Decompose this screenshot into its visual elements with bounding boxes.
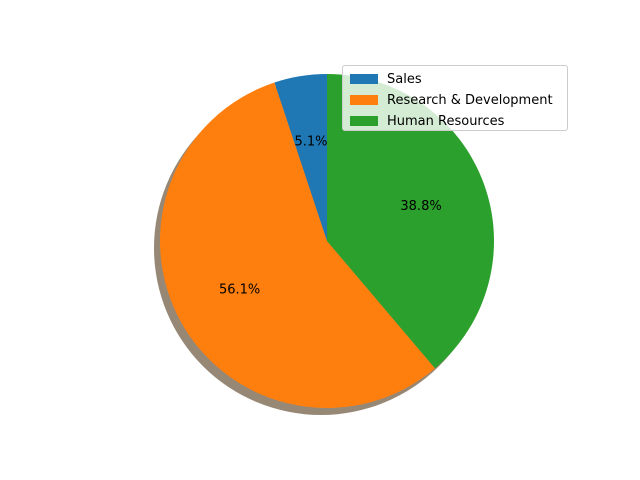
legend-swatch-human-resources (350, 116, 378, 126)
pie-percent-label-research-development: 56.1% (219, 283, 260, 298)
pie-percent-label-human-resources: 38.8% (400, 199, 441, 214)
pie-slices (160, 74, 495, 408)
pie-slice-sales (274, 74, 327, 241)
legend-item-sales: Sales (350, 69, 567, 89)
legend-label-human-resources: Human Resources (387, 113, 505, 129)
pie-percent-label-sales: 5.1% (294, 135, 327, 150)
pie-slice-research-development (160, 82, 436, 408)
pie-percent-labels: 5.1% 56.1% 38.8% (219, 135, 442, 298)
legend-item-human-resources: Human Resources (350, 111, 567, 131)
legend-item-research-development: Research & Development (350, 90, 567, 110)
legend-swatch-research-development (350, 95, 378, 105)
legend-label-sales: Sales (387, 71, 422, 87)
legend-label-research-development: Research & Development (387, 92, 553, 108)
pie-slice-human-resources (327, 74, 495, 369)
legend: Sales Research & Development Human Resou… (342, 65, 568, 131)
legend-swatch-sales (350, 74, 378, 84)
